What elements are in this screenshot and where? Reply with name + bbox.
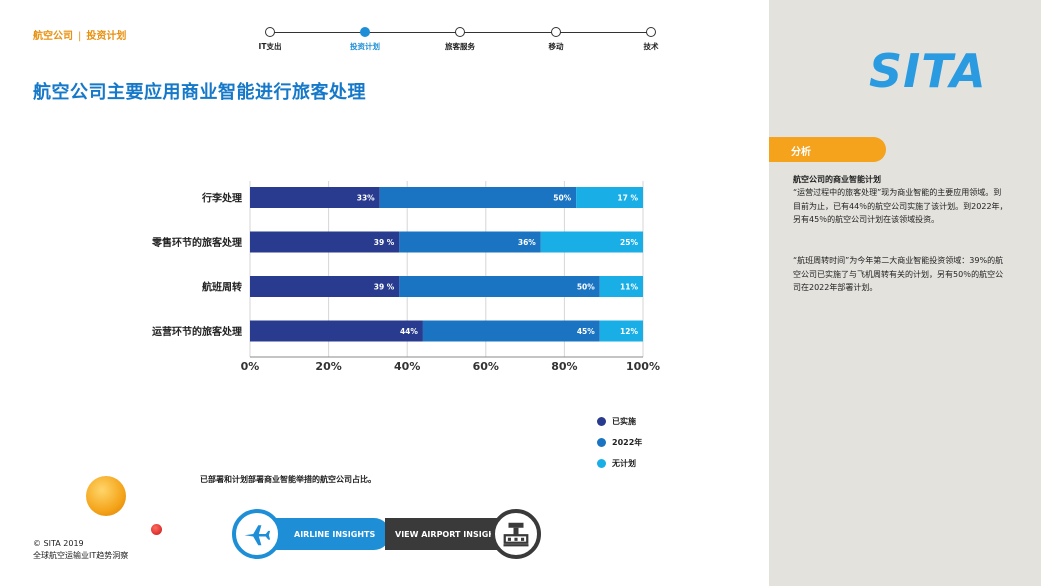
stacked-bar-chart: 0% 20% 40% 60% 80% 100% 行李处理 33% 50% 17 % 零售环节的旅客处… (151, 181, 660, 373)
x-tick-label: 60% (473, 360, 499, 373)
decorative-orange-sphere (86, 476, 126, 516)
step-label: 旅客服务 (445, 42, 475, 51)
step-investment-plan[interactable]: 投资计划 (335, 27, 395, 52)
bar-segment (379, 187, 577, 208)
airplane-icon (244, 525, 271, 546)
bar-segment (599, 320, 643, 342)
bar-value-label: 44% (400, 327, 418, 336)
category-label: 零售环节的旅客处理 (151, 236, 242, 249)
category-label: 行李处理 (201, 192, 242, 205)
step-passenger-services[interactable]: 旅客服务 (430, 27, 490, 52)
bar-segment (422, 320, 600, 342)
bar-value-label: 36% (518, 238, 536, 247)
category-label: 运营环节的旅客处理 (152, 325, 242, 338)
bar-value-label: 33% (357, 194, 375, 203)
step-dot (265, 27, 275, 37)
bar-value-label: 50% (553, 194, 571, 203)
bar-segment (250, 276, 400, 297)
bar-value-label: 39 % (374, 238, 395, 247)
step-dot (455, 27, 465, 37)
legend-label: 无计划 (612, 459, 636, 468)
step-technology[interactable]: 技术 (621, 27, 681, 52)
airport-button-circle (491, 509, 541, 559)
step-dot (551, 27, 561, 37)
step-label: 移动 (548, 42, 564, 51)
bar-value-label: 25% (620, 238, 638, 247)
airline-button-circle (232, 509, 282, 559)
view-airport-insights-button[interactable]: VIEW AIRPORT INSIGHTS (385, 509, 543, 559)
analysis-paragraph-2: “航班周转时间”为今年第二大商业智能投资领域：39%的航空公司已实施了与飞机周转… (793, 256, 1004, 292)
category-label: 航班周转 (202, 281, 242, 294)
step-mobile[interactable]: 移动 (526, 27, 586, 52)
airline-insights-button[interactable]: AIRLINE INSIGHTS (232, 509, 392, 559)
analysis-tab: 分析 (769, 137, 886, 162)
decorative-red-dot (151, 524, 162, 535)
chart-legend: 已实施 2022年 无计划 (597, 416, 642, 479)
analysis-paragraph-1: “运营过程中的旅客处理”现为商业智能的主要应用领域。到目前为止，已有44％的航空… (793, 188, 1008, 224)
footer: © SITA 2019 全球航空运输业IT趋势洞察 (33, 538, 128, 562)
airline-insights-label: AIRLINE INSIGHTS (294, 529, 376, 539)
x-tick-label: 100% (626, 360, 660, 373)
copyright: © SITA 2019 (33, 539, 84, 548)
step-label: IT支出 (258, 42, 282, 51)
breadcrumb-page[interactable]: 投资计划 (86, 31, 127, 42)
legend-label: 已实施 (612, 417, 636, 426)
bar-value-label: 17 % (617, 194, 638, 203)
x-tick-label: 40% (394, 360, 420, 373)
x-tick-label: 20% (315, 360, 341, 373)
step-dot (360, 27, 370, 37)
bar-value-label: 39 % (374, 283, 395, 292)
bar-value-label: 45% (577, 327, 595, 336)
bar-segment (399, 231, 541, 253)
legend-swatch (597, 417, 606, 426)
bar-segment (576, 187, 643, 208)
bar-value-label: 50% (577, 283, 595, 292)
airport-tower-icon (503, 522, 529, 547)
breadcrumb-separator: | (78, 31, 82, 42)
bar-segment (250, 187, 380, 208)
step-navigation: IT支出 投资计划 旅客服务 移动 技术 (248, 27, 668, 57)
bar-value-label: 11% (620, 283, 638, 292)
sita-logo: SITA (869, 44, 987, 98)
bar-segment (399, 276, 600, 297)
bar-segment (250, 231, 400, 253)
step-dot (646, 27, 656, 37)
step-it-spend[interactable]: IT支出 (240, 27, 300, 52)
breadcrumb: 航空公司 | 投资计划 (33, 27, 126, 42)
analysis-title: 航空公司的商业智能计划 (793, 175, 881, 184)
legend-item-implemented: 已实施 (597, 416, 642, 427)
x-tick-label: 0% (241, 360, 260, 373)
footer-subtitle: 全球航空运输业IT趋势洞察 (33, 551, 129, 560)
step-label: 技术 (643, 42, 659, 51)
legend-item-no-plan: 无计划 (597, 458, 642, 469)
legend-item-2022: 2022年 (597, 437, 642, 448)
step-label: 投资计划 (350, 42, 380, 51)
legend-label: 2022年 (612, 438, 643, 447)
bar-segment (599, 276, 643, 297)
breadcrumb-section[interactable]: 航空公司 (33, 31, 73, 42)
bar-segment (540, 231, 643, 253)
bar-value-label: 12% (620, 327, 638, 336)
analysis-sidebar: SITA 分析 航空公司的商业智能计划 “运营过程中的旅客处理”现为商业智能的主… (769, 0, 1041, 586)
x-tick-label: 80% (551, 360, 577, 373)
page-title: 航空公司主要应用商业智能进行旅客处理 (33, 82, 366, 103)
legend-swatch (597, 438, 606, 447)
legend-swatch (597, 459, 606, 468)
airport-insights-label: VIEW AIRPORT INSIGHTS (395, 529, 507, 539)
bar-segment (250, 320, 423, 342)
chart-caption: 已部署和计划部署商业智能举措的航空公司占比。 (200, 475, 376, 484)
